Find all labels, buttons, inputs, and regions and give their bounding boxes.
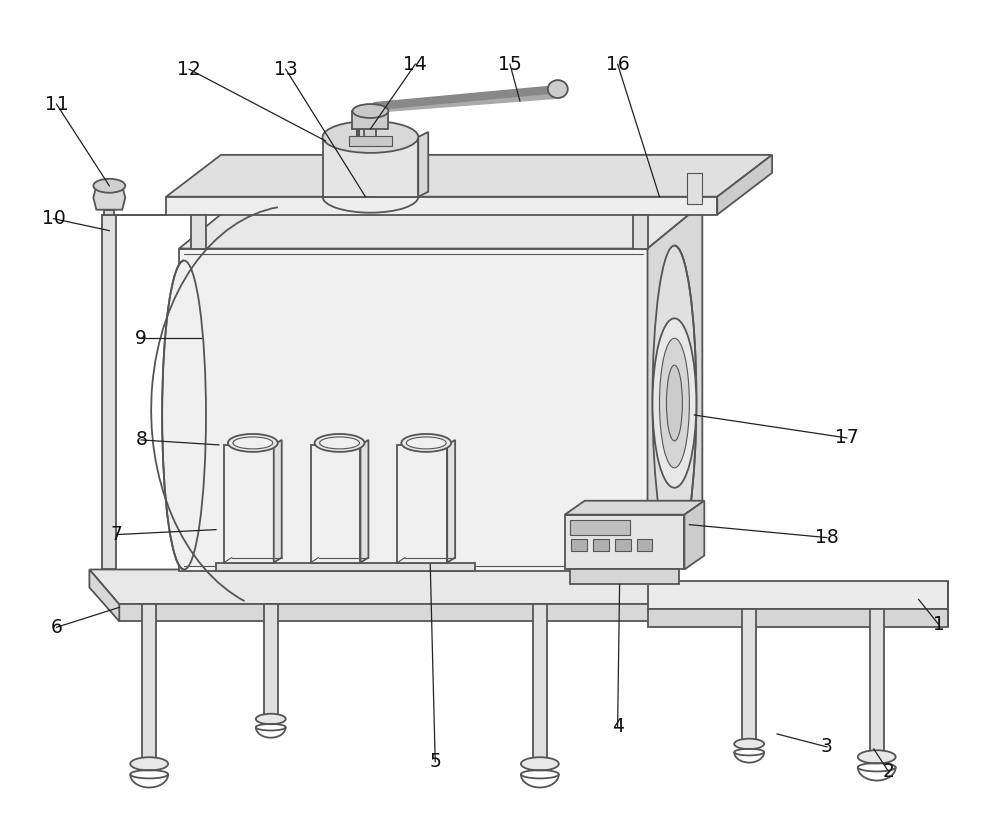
Ellipse shape: [228, 434, 278, 451]
Polygon shape: [364, 111, 376, 139]
Text: 13: 13: [274, 60, 298, 78]
Ellipse shape: [652, 318, 696, 488]
Polygon shape: [533, 605, 547, 761]
Polygon shape: [648, 526, 702, 576]
Ellipse shape: [521, 757, 559, 771]
Text: 7: 7: [110, 525, 122, 544]
Text: 18: 18: [815, 528, 839, 547]
Polygon shape: [593, 539, 609, 551]
Polygon shape: [648, 610, 948, 627]
Polygon shape: [184, 253, 643, 566]
Polygon shape: [687, 172, 702, 204]
Polygon shape: [349, 136, 392, 146]
Ellipse shape: [659, 338, 689, 468]
Text: 9: 9: [135, 329, 147, 347]
Ellipse shape: [315, 434, 364, 451]
Polygon shape: [104, 210, 114, 215]
Polygon shape: [89, 570, 119, 621]
Ellipse shape: [406, 437, 446, 449]
Polygon shape: [742, 610, 756, 741]
Polygon shape: [633, 215, 648, 248]
Polygon shape: [119, 605, 679, 621]
Polygon shape: [216, 562, 475, 571]
Polygon shape: [264, 605, 278, 716]
Text: 10: 10: [42, 209, 65, 228]
Ellipse shape: [666, 365, 682, 441]
Polygon shape: [637, 539, 652, 551]
Polygon shape: [360, 440, 368, 562]
Polygon shape: [93, 186, 125, 210]
Text: 16: 16: [606, 55, 629, 73]
Polygon shape: [323, 137, 418, 197]
Polygon shape: [717, 155, 772, 215]
Text: 4: 4: [612, 717, 624, 736]
Polygon shape: [224, 445, 274, 562]
Ellipse shape: [323, 121, 418, 153]
Polygon shape: [179, 248, 648, 571]
Polygon shape: [179, 204, 702, 248]
Polygon shape: [615, 539, 631, 551]
Text: 3: 3: [821, 737, 833, 756]
Polygon shape: [648, 204, 702, 571]
Polygon shape: [397, 445, 447, 562]
Ellipse shape: [162, 261, 206, 570]
Text: 11: 11: [45, 94, 68, 113]
Ellipse shape: [320, 437, 359, 449]
Polygon shape: [571, 539, 587, 551]
Polygon shape: [352, 111, 388, 129]
Ellipse shape: [858, 751, 896, 764]
Polygon shape: [142, 605, 156, 761]
Text: 14: 14: [403, 55, 427, 73]
Text: 12: 12: [177, 60, 201, 78]
Polygon shape: [570, 520, 630, 535]
Polygon shape: [166, 197, 717, 215]
Polygon shape: [570, 570, 679, 585]
Ellipse shape: [93, 179, 125, 192]
Polygon shape: [166, 155, 772, 197]
Text: 15: 15: [498, 55, 522, 73]
Ellipse shape: [233, 437, 273, 449]
Ellipse shape: [401, 434, 451, 451]
Polygon shape: [447, 440, 455, 562]
Text: 1: 1: [933, 615, 944, 634]
Polygon shape: [870, 610, 884, 754]
Ellipse shape: [652, 246, 696, 555]
Polygon shape: [418, 132, 428, 197]
Polygon shape: [102, 215, 116, 570]
Polygon shape: [89, 570, 679, 605]
Polygon shape: [565, 501, 704, 515]
Polygon shape: [311, 445, 360, 562]
Polygon shape: [684, 501, 704, 570]
Text: 6: 6: [51, 618, 62, 636]
Text: 5: 5: [429, 752, 441, 771]
Ellipse shape: [548, 80, 568, 98]
Ellipse shape: [352, 104, 388, 118]
Ellipse shape: [256, 714, 286, 724]
Ellipse shape: [130, 757, 168, 771]
Polygon shape: [274, 440, 282, 562]
Polygon shape: [191, 215, 206, 248]
Polygon shape: [648, 581, 948, 610]
Polygon shape: [565, 515, 684, 570]
Text: 17: 17: [835, 428, 859, 447]
Text: 8: 8: [135, 431, 147, 450]
Text: 2: 2: [883, 762, 895, 781]
Ellipse shape: [734, 739, 764, 749]
